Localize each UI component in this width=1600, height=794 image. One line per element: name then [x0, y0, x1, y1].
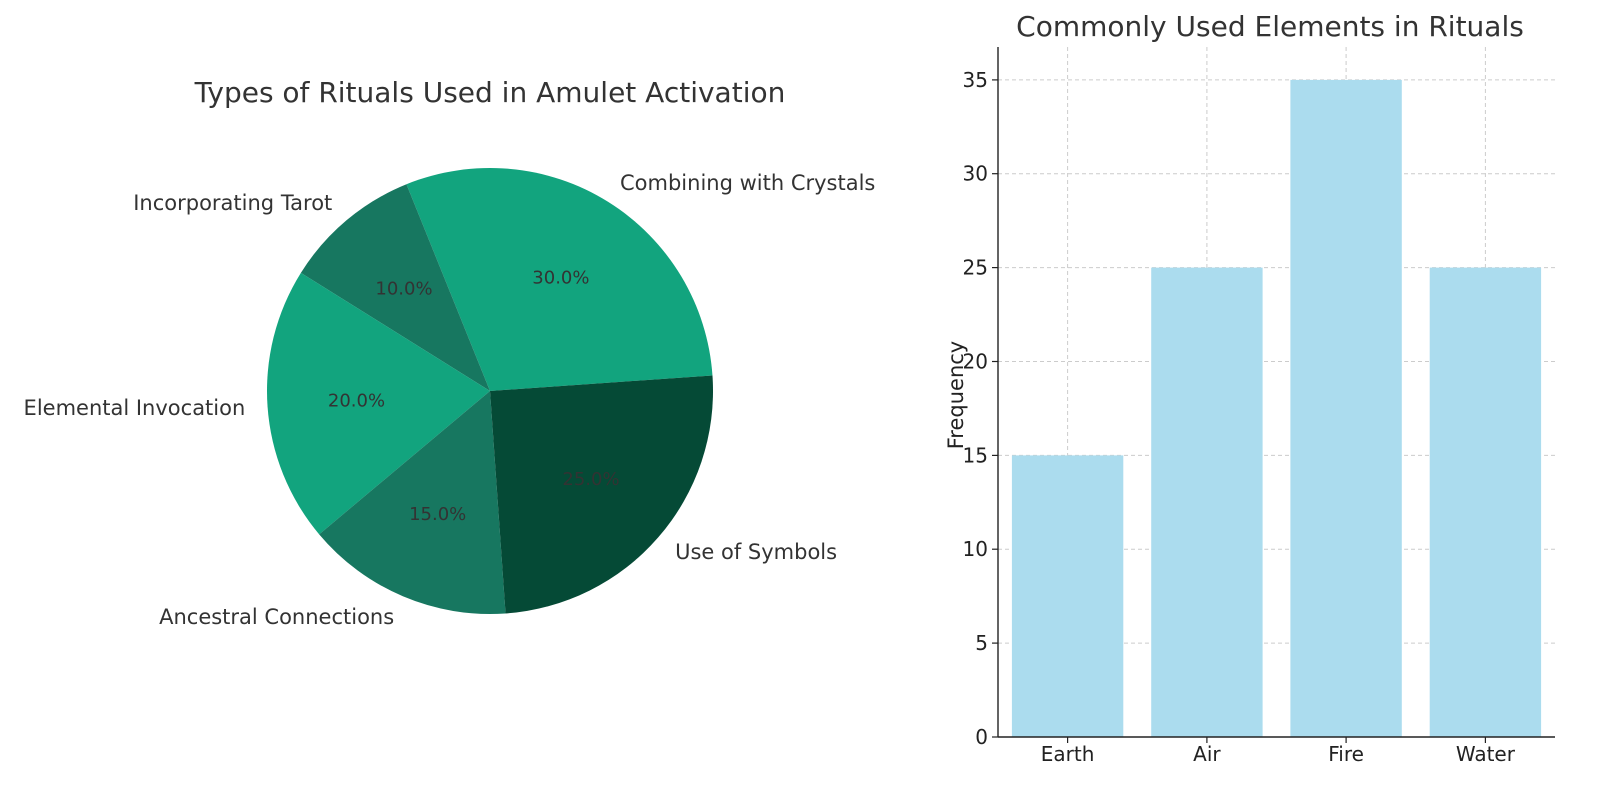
x-tick-label-air: Air — [1193, 742, 1221, 766]
pie-slices — [267, 167, 714, 615]
pie-slice-use-of-symbols — [490, 375, 714, 614]
y-tick-label-0: 0 — [975, 725, 988, 749]
pie-label-elemental-invocation: Elemental Invocation — [24, 396, 246, 420]
pie-label-incorporating-tarot: Incorporating Tarot — [133, 191, 332, 215]
x-tick-label-fire: Fire — [1328, 742, 1364, 766]
y-tick-label-30: 30 — [963, 162, 988, 186]
y-tick-label-20: 20 — [963, 350, 988, 374]
pie-pct-label-combining-with-crystals: 30.0% — [532, 268, 589, 289]
bar-axes — [992, 47, 1555, 743]
pie-chart: Types of Rituals Used in Amulet Activati… — [24, 76, 876, 629]
bar-earth — [1011, 455, 1124, 737]
pie-label-use-of-symbols: Use of Symbols — [675, 540, 837, 564]
x-tick-label-water: Water — [1456, 742, 1516, 766]
bar-tick-labels: 0 5 10 15 20 25 30 35 Earth Air Fire Water — [963, 68, 1516, 766]
pie-slice-incorporating-tarot — [300, 184, 490, 391]
y-tick-label-10: 10 — [963, 537, 988, 561]
y-tick-label-5: 5 — [975, 631, 988, 655]
bar-bars — [1011, 79, 1542, 737]
bar-fire — [1290, 79, 1402, 737]
pie-pct-label-elemental-invocation: 20.0% — [328, 390, 385, 411]
bar-air — [1151, 267, 1263, 737]
pie-pct-label-incorporating-tarot: 10.0% — [375, 279, 432, 300]
pie-title: Types of Rituals Used in Amulet Activati… — [194, 76, 786, 109]
bar-chart: Commonly Used Elements in Rituals 0 5 10 15… — [944, 10, 1555, 766]
y-axis-label: Frequency — [944, 341, 968, 450]
y-tick-label-25: 25 — [963, 256, 988, 280]
pie-label-combining-with-crystals: Combining with Crystals — [620, 171, 875, 195]
pie-pct-label-use-of-symbols: 25.0% — [562, 469, 619, 490]
x-tick-label-earth: Earth — [1041, 742, 1095, 766]
pie-slice-ancestral-connections — [319, 391, 506, 615]
bar-water — [1429, 267, 1542, 737]
pie-pct-label-ancestral-connections: 15.0% — [409, 504, 466, 525]
pie-slice-combining-with-crystals — [406, 167, 713, 391]
y-tick-label-35: 35 — [963, 68, 988, 92]
pie-labels: 30.0% Combining with Crystals 10.0% Incorpo… — [24, 171, 876, 629]
y-tick-label-15: 15 — [963, 443, 988, 467]
bar-title: Commonly Used Elements in Rituals — [1016, 10, 1524, 43]
pie-slice-elemental-invocation — [267, 272, 490, 535]
pie-label-ancestral-connections: Ancestral Connections — [159, 605, 394, 629]
